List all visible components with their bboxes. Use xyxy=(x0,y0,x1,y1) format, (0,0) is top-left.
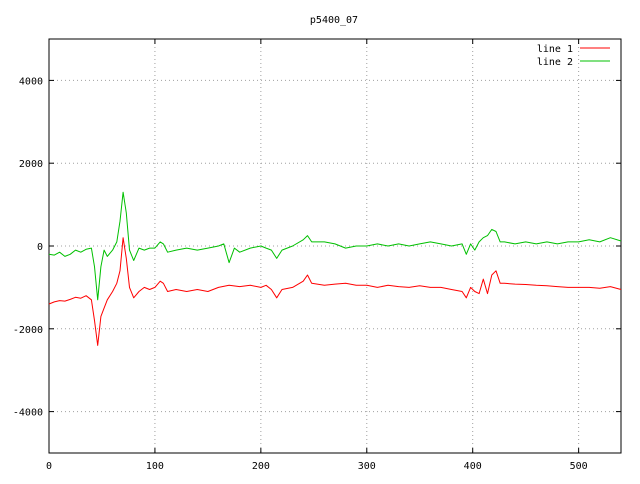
series-lines xyxy=(48,191,622,346)
y-tick-label: -4000 xyxy=(13,408,43,419)
y-tick-label: -2000 xyxy=(13,325,43,336)
axes: 0 100 200 300 400 500 -4000 -2000 0 2000 4000 xyxy=(13,38,622,472)
legend: line 1 line 2 xyxy=(537,44,610,68)
legend-label-1: line 1 xyxy=(537,44,573,55)
x-tick-label: 500 xyxy=(570,461,588,472)
series-line-2 xyxy=(48,191,622,301)
x-tick-label: 300 xyxy=(358,461,376,472)
x-tick-label: 400 xyxy=(464,461,482,472)
x-tick-label: 0 xyxy=(46,461,52,472)
x-tick-label: 100 xyxy=(146,461,164,472)
legend-label-2: line 2 xyxy=(537,57,573,68)
y-tick-label: 0 xyxy=(37,242,43,253)
plot-border xyxy=(48,38,622,454)
grid xyxy=(49,39,621,453)
chart-title: p5400_07 xyxy=(310,15,358,26)
y-tick-label: 4000 xyxy=(19,76,43,87)
y-tick-label: 2000 xyxy=(19,159,43,170)
x-tick-label: 200 xyxy=(252,461,270,472)
series-line-1 xyxy=(48,237,622,346)
